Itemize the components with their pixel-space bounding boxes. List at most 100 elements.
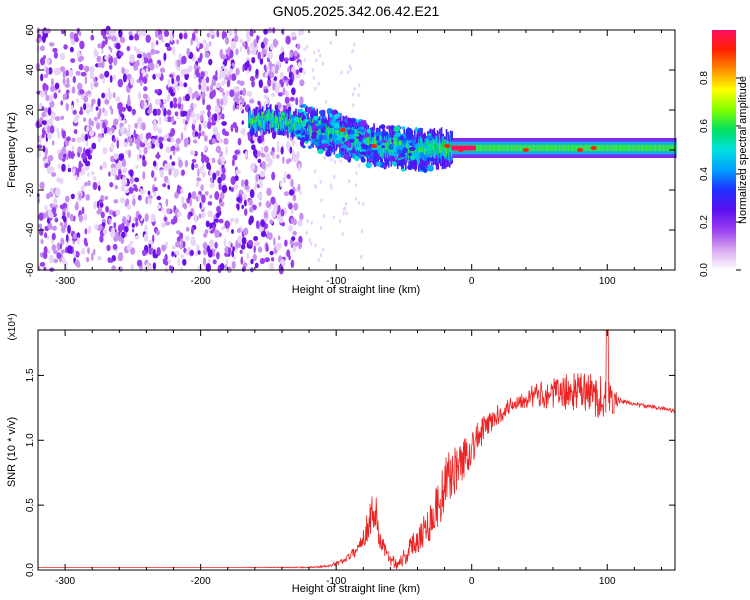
noise-blob	[210, 34, 215, 39]
noise-blob	[319, 253, 323, 257]
noise-blob	[223, 97, 228, 104]
noise-blob	[152, 73, 156, 80]
noise-blob	[104, 98, 110, 105]
noise-blob	[69, 31, 75, 40]
track-cell	[386, 141, 388, 151]
noise-blob	[230, 217, 235, 222]
track-blob	[327, 145, 333, 152]
colorbar-label: Normalized spectral amplitude	[737, 76, 749, 224]
noise-blob	[73, 109, 77, 115]
noise-blob	[171, 115, 175, 124]
noise-blob	[239, 39, 243, 44]
track-cell	[531, 144, 533, 152]
track-cell	[537, 144, 540, 152]
noise-blob	[53, 249, 58, 255]
noise-blob	[224, 220, 230, 229]
noise-blob	[139, 75, 144, 83]
track-blob	[376, 161, 381, 167]
track-blob	[351, 118, 356, 123]
noise-blob	[220, 54, 227, 60]
snr-series-line	[38, 329, 675, 570]
noise-blob	[205, 220, 210, 228]
noise-blob	[298, 67, 304, 73]
noise-blob	[196, 41, 200, 49]
noise-blob	[221, 121, 227, 126]
noise-blob	[197, 168, 200, 177]
noise-blob	[112, 92, 116, 99]
noise-blob	[284, 239, 288, 247]
noise-blob	[48, 212, 54, 219]
noise-blob	[98, 185, 101, 192]
noise-blob	[211, 79, 216, 86]
noise-blob	[164, 253, 168, 262]
noise-blob	[157, 89, 160, 94]
noise-blob	[221, 81, 225, 86]
noise-blob	[342, 211, 345, 216]
track-cell	[550, 144, 553, 152]
noise-blob	[203, 257, 206, 266]
noise-blob	[268, 158, 273, 166]
noise-blob	[60, 249, 66, 254]
noise-blob	[109, 182, 114, 188]
noise-blob	[161, 104, 165, 112]
noise-blob	[286, 173, 291, 180]
noise-blob	[127, 105, 132, 112]
track-cell	[440, 146, 443, 157]
track-blob	[408, 152, 412, 157]
track-blob	[381, 139, 388, 143]
noise-blob	[136, 154, 140, 162]
noise-blob	[245, 57, 251, 62]
noise-blob	[252, 253, 257, 262]
noise-blob	[70, 193, 75, 200]
noise-blob	[121, 216, 127, 225]
noise-blob	[194, 213, 198, 221]
noise-blob	[171, 251, 175, 257]
track-cell	[252, 118, 254, 124]
noise-blob	[76, 136, 82, 143]
noise-blob	[87, 180, 91, 187]
noise-blob	[87, 90, 91, 95]
noise-blob	[105, 206, 110, 213]
noise-blob	[330, 157, 333, 162]
noise-blob	[177, 258, 181, 267]
track-blob	[344, 118, 348, 123]
figure-title: GN05.2025.342.06.42.E21	[273, 3, 440, 19]
noise-blob	[155, 40, 159, 46]
noise-blob	[220, 98, 224, 106]
track-cell	[557, 144, 559, 152]
noise-blob	[39, 135, 42, 145]
noise-blob	[183, 82, 188, 88]
noise-blob	[264, 257, 271, 263]
track-cell	[270, 113, 273, 120]
noise-blob	[43, 246, 48, 254]
noise-blob	[65, 153, 69, 161]
noise-blob	[147, 190, 151, 196]
noise-blob	[198, 213, 202, 219]
colorbar-tick-label: 0.8	[699, 71, 710, 85]
noise-blob	[127, 94, 131, 103]
track-blob	[376, 141, 382, 146]
noise-blob	[270, 196, 276, 205]
track-blob	[369, 152, 375, 158]
noise-blob	[147, 109, 153, 114]
noise-blob	[241, 237, 247, 245]
track-blob	[337, 134, 343, 140]
noise-blob	[259, 258, 265, 265]
track-cell	[631, 144, 633, 152]
noise-blob	[244, 151, 248, 158]
noise-blob	[62, 93, 66, 101]
noise-blob	[234, 217, 239, 224]
noise-blob	[319, 53, 322, 58]
noise-blob	[132, 198, 136, 206]
noise-blob	[292, 139, 296, 147]
noise-blob	[116, 139, 120, 149]
noise-blob	[278, 242, 282, 249]
noise-blob	[202, 120, 209, 129]
noise-blob	[62, 70, 66, 79]
noise-blob	[52, 140, 55, 146]
track-blob	[389, 146, 394, 150]
noise-blob	[165, 198, 169, 207]
noise-blob	[272, 82, 276, 91]
noise-blob	[225, 48, 231, 55]
noise-blob	[144, 224, 148, 233]
